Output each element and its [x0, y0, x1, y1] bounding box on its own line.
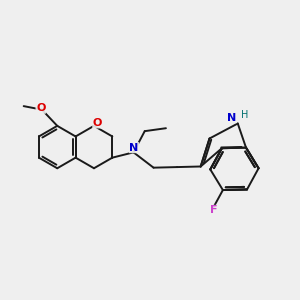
Text: F: F: [210, 206, 218, 215]
Text: H: H: [241, 110, 248, 120]
Text: N: N: [130, 142, 139, 153]
Text: N: N: [227, 112, 236, 123]
Text: O: O: [36, 103, 45, 113]
Text: O: O: [93, 118, 102, 128]
